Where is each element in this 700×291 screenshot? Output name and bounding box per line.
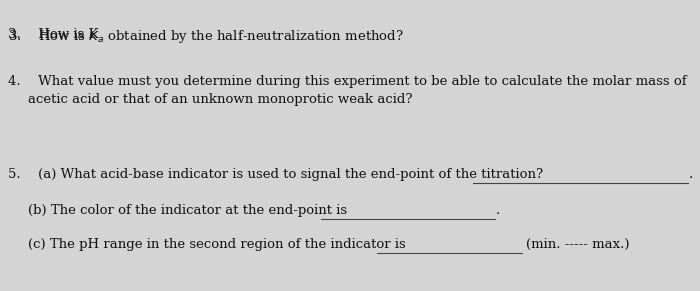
- Text: 5.  (a) What acid-base indicator is used to signal the end-point of the titratio: 5. (a) What acid-base indicator is used …: [8, 168, 543, 181]
- Text: 3.  How is K: 3. How is K: [8, 28, 99, 41]
- Text: (min. ----- max.): (min. ----- max.): [526, 238, 629, 251]
- Text: (c) The pH range in the second region of the indicator is: (c) The pH range in the second region of…: [28, 238, 406, 251]
- Text: .: .: [496, 204, 500, 217]
- Text: acetic acid or that of an unknown monoprotic weak acid?: acetic acid or that of an unknown monopr…: [28, 93, 412, 106]
- Text: (b) The color of the indicator at the end-point is: (b) The color of the indicator at the en…: [28, 204, 347, 217]
- Text: .: .: [689, 168, 693, 181]
- Text: 4.  What value must you determine during this experiment to be able to calculate: 4. What value must you determine during …: [8, 75, 687, 88]
- Text: 3.  How is $K_{a}$ obtained by the half-neutralization method?: 3. How is $K_{a}$ obtained by the half-n…: [8, 28, 404, 45]
- Text: 3.  How is Ka: 3. How is Ka: [8, 28, 106, 41]
